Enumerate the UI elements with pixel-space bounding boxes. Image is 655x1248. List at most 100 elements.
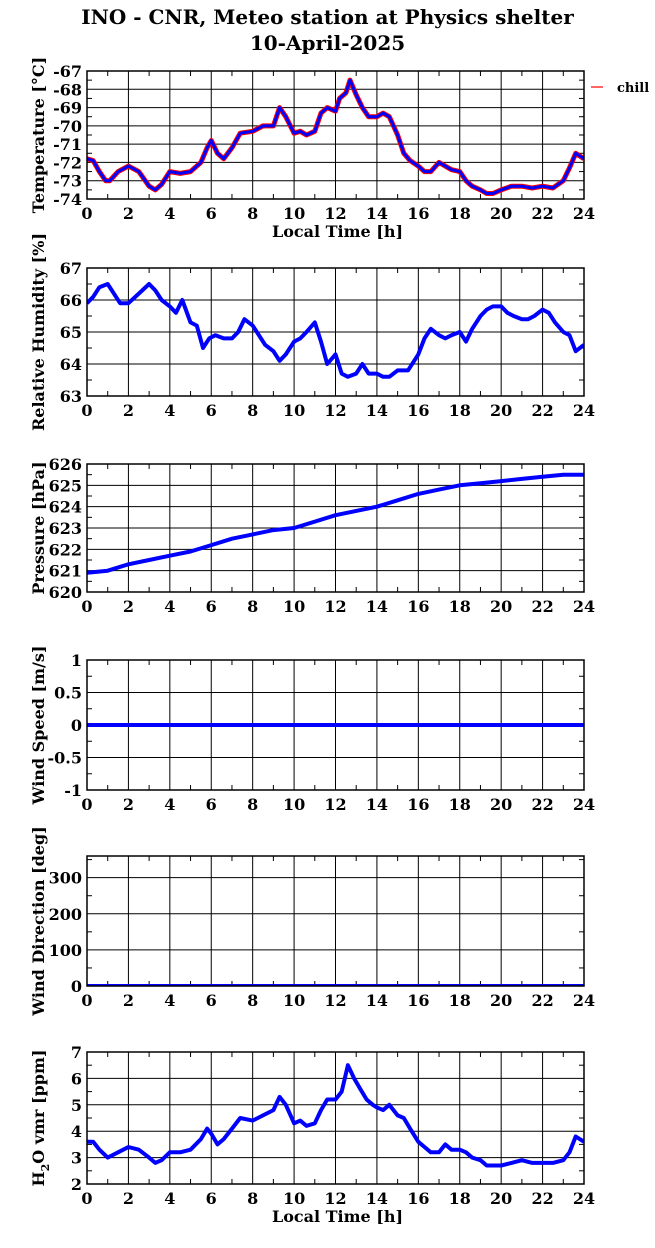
y-tick-label: 300 [49, 869, 82, 888]
y-tick-label: 0 [71, 977, 82, 996]
x-tick-label: 0 [81, 401, 92, 420]
x-tick-label: 2 [123, 795, 134, 814]
x-tick-label: 14 [366, 795, 388, 814]
y-tick-label: 4 [71, 1122, 82, 1141]
x-tick-label: 22 [531, 991, 553, 1010]
y-tick-label: 2 [71, 1175, 82, 1194]
y-tick-label: -74 [53, 190, 82, 209]
x-tick-label: 0 [81, 204, 92, 223]
y-tick-label: -69 [53, 99, 82, 118]
x-tick-label: 18 [449, 597, 471, 616]
y-tick-label: -71 [53, 135, 82, 154]
x-tick-label: 12 [324, 597, 346, 616]
x-tick-label: 2 [123, 597, 134, 616]
chart-panel-1: -74-73-72-71-70-69-68-670 2 4 6 8 10 12 14 16 18 2… [29, 57, 649, 241]
x-tick-label: 18 [449, 795, 471, 814]
x-tick-label: 8 [247, 1189, 258, 1208]
y-axis-label: Wind Direction [deg] [29, 826, 48, 1017]
x-tick-label: 6 [206, 401, 217, 420]
x-tick-label: 12 [324, 401, 346, 420]
x-tick-label: 6 [206, 1189, 217, 1208]
y-tick-label: 7 [71, 1043, 82, 1062]
y-tick-label: 625 [49, 476, 82, 495]
x-tick-label: 6 [206, 597, 217, 616]
x-tick-label: 22 [531, 795, 553, 814]
x-tick-label: 12 [324, 795, 346, 814]
plot-frame [86, 70, 585, 200]
x-tick-label: 0 [81, 597, 92, 616]
x-tick-label: 24 [573, 1189, 595, 1208]
x-tick-label: 22 [531, 204, 553, 223]
x-tick-label: 14 [366, 204, 388, 223]
plot-frame [86, 659, 585, 791]
x-tick-label: 16 [407, 401, 429, 420]
x-tick-label: 4 [164, 597, 175, 616]
x-tick-label: 12 [324, 991, 346, 1010]
x-tick-label: 6 [206, 795, 217, 814]
y-tick-label: 3 [71, 1149, 82, 1168]
y-tick-label: 200 [49, 905, 82, 924]
plot-frame [86, 1051, 585, 1185]
y-tick-label: -68 [53, 80, 82, 99]
x-tick-label: 24 [573, 401, 595, 420]
title-line: INO - CNR, Meteo station at Physics shel… [81, 5, 574, 29]
x-tick-label: 4 [164, 204, 175, 223]
x-tick-label: 8 [247, 597, 258, 616]
x-tick-label: 10 [283, 991, 305, 1010]
y-tick-label: 63 [60, 387, 82, 406]
x-tick-label: 18 [449, 401, 471, 420]
legend-label: chill [617, 81, 649, 96]
plot-frame [86, 855, 585, 987]
y-axis-label: Pressure [hPa] [29, 461, 48, 594]
x-tick-label: 20 [490, 991, 512, 1010]
x-tick-label: 14 [366, 401, 388, 420]
x-tick-label: 16 [407, 204, 429, 223]
y-tick-label: 100 [49, 941, 82, 960]
y-tick-label: -72 [53, 153, 82, 172]
x-tick-label: 24 [573, 597, 595, 616]
y-tick-label: 620 [49, 583, 82, 602]
x-tick-label: 6 [206, 991, 217, 1010]
x-tick-label: 18 [449, 204, 471, 223]
y-tick-label: 64 [60, 355, 82, 374]
y-tick-label: -0.5 [48, 749, 82, 768]
x-tick-label: 16 [407, 1189, 429, 1208]
y-tick-label: 622 [49, 540, 82, 559]
y-axis-label: Wind Speed [m/s] [29, 646, 48, 806]
y-tick-label: -73 [53, 172, 82, 191]
x-tick-label: 8 [247, 401, 258, 420]
x-tick-label: 10 [283, 1189, 305, 1208]
x-tick-label: 10 [283, 401, 305, 420]
x-tick-label: 2 [123, 204, 134, 223]
x-tick-label: 22 [531, 1189, 553, 1208]
x-tick-label: 0 [81, 795, 92, 814]
x-tick-label: 8 [247, 204, 258, 223]
y-tick-label: -67 [53, 62, 82, 81]
x-tick-label: 4 [164, 991, 175, 1010]
x-tick-label: 2 [123, 991, 134, 1010]
x-tick-label: 20 [490, 795, 512, 814]
x-tick-label: 0 [81, 1189, 92, 1208]
x-tick-label: 14 [366, 991, 388, 1010]
x-tick-label: 16 [407, 991, 429, 1010]
x-tick-label: 8 [247, 991, 258, 1010]
x-tick-label: 18 [449, 991, 471, 1010]
x-tick-label: 20 [490, 597, 512, 616]
x-tick-label: 20 [490, 401, 512, 420]
x-axis-label: Local Time [h] [272, 1207, 403, 1226]
y-axis-label: H2O vmr [ppm] [29, 1050, 52, 1187]
series-line [87, 1063, 584, 1168]
x-axis-label: Local Time [h] [272, 222, 403, 241]
x-tick-label: 4 [164, 401, 175, 420]
x-tick-label: 16 [407, 795, 429, 814]
x-tick-label: 14 [366, 1189, 388, 1208]
x-tick-label: 12 [324, 1189, 346, 1208]
x-tick-label: 18 [449, 1189, 471, 1208]
y-axis-label: Temperature [°C] [29, 57, 48, 213]
